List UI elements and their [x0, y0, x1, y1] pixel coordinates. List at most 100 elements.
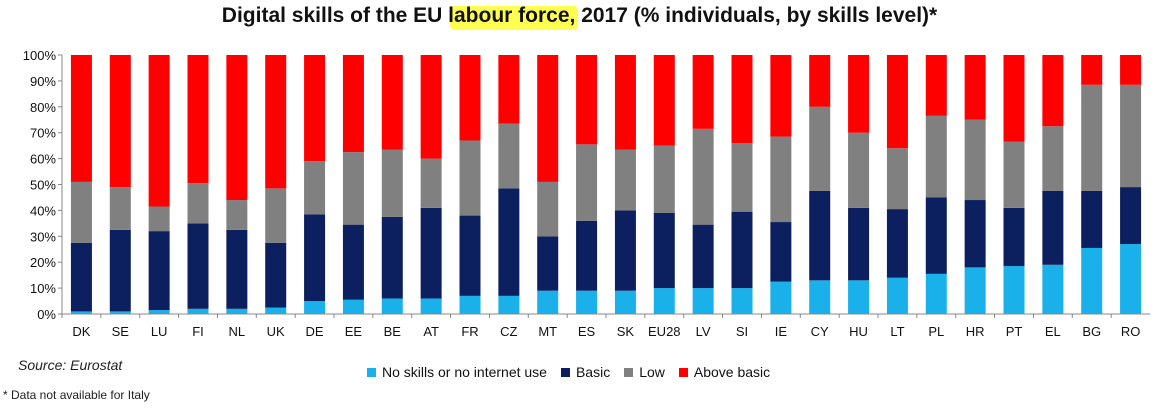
bar-segment-no-skills	[1120, 244, 1142, 314]
bar-segment-no-skills	[70, 311, 92, 314]
bar-segment-basic	[304, 214, 326, 302]
legend-label: Basic	[575, 364, 611, 380]
bar-segment-above-basic	[1042, 55, 1064, 127]
legend-swatch	[367, 367, 376, 377]
x-tick-label: SK	[617, 324, 635, 339]
bar-segment-low	[537, 181, 559, 237]
bar-segment-low	[498, 123, 520, 189]
bar-segment-low	[848, 132, 870, 208]
bar-segment-low	[576, 144, 598, 221]
bar-segment-above-basic	[964, 55, 986, 120]
bar-segment-above-basic	[731, 55, 753, 144]
bar-segment-basic	[809, 190, 831, 281]
bar-segment-no-skills	[848, 280, 870, 314]
bar-segment-above-basic	[420, 55, 442, 159]
bar-segment-basic	[498, 188, 520, 296]
y-tick-label: 100%	[23, 48, 57, 63]
bar-segment-above-basic	[886, 55, 908, 149]
y-tick-label: 90%	[30, 74, 56, 89]
bar-segment-low	[70, 181, 92, 243]
x-tick-label: BE	[384, 324, 402, 339]
y-tick-label: 70%	[30, 126, 56, 141]
bar-segment-no-skills	[420, 298, 442, 314]
bar-segment-no-skills	[265, 307, 287, 314]
x-tick-label: LT	[890, 324, 904, 339]
bar-segment-no-skills	[459, 295, 481, 314]
bar-segment-basic	[576, 220, 598, 291]
bar-segment-above-basic	[537, 55, 559, 182]
bar-segment-low	[420, 158, 442, 208]
bar-segment-low	[226, 200, 248, 230]
bar-segment-low	[809, 106, 831, 191]
bar-segment-above-basic	[614, 55, 636, 150]
bar-segment-low	[381, 149, 403, 217]
stacked-bar-chart: 0% 10% 20% 30% 40% 50% 60% 70% 80% 90% 100% DK SE LU F…	[23, 48, 1150, 339]
bar-segment-basic	[148, 231, 170, 311]
x-tick-label: MT	[538, 324, 557, 339]
y-tick-label: 60%	[30, 152, 56, 167]
bar-segment-above-basic	[498, 55, 520, 124]
bar-segment-no-skills	[692, 288, 714, 314]
bar-segment-no-skills	[731, 288, 753, 314]
bar-segment-above-basic	[148, 55, 170, 207]
bar-segment-no-skills	[925, 273, 947, 314]
bar-segment-above-basic	[381, 55, 403, 150]
bar-segment-basic	[731, 211, 753, 289]
legend-item-no-skills: No skills or no internet use	[367, 364, 547, 380]
y-tick-label: 50%	[30, 178, 56, 193]
bar-segment-above-basic	[1003, 55, 1025, 142]
bar-segment-no-skills	[576, 290, 598, 314]
x-tick-label: HU	[849, 324, 868, 339]
legend-label: Above basic	[693, 364, 771, 380]
x-tick-label: PT	[1006, 324, 1023, 339]
bar-segment-no-skills	[964, 267, 986, 314]
bar-segment-no-skills	[498, 295, 520, 314]
bar-segment-basic	[537, 236, 559, 291]
bar-segment-above-basic	[265, 55, 287, 189]
x-tick-label: LU	[151, 324, 168, 339]
bar-segment-above-basic	[1120, 55, 1142, 85]
bar-segment-basic	[187, 223, 209, 309]
bar-segment-no-skills	[342, 299, 364, 314]
bar-segment-above-basic	[459, 55, 481, 141]
bar-segment-above-basic	[848, 55, 870, 133]
bar-segment-no-skills	[187, 308, 209, 314]
x-tick-label: LV	[696, 324, 711, 339]
bar-segment-low	[886, 148, 908, 210]
bar-segment-basic	[614, 210, 636, 291]
bar-segment-low	[148, 206, 170, 232]
y-tick-label: 10%	[30, 281, 56, 296]
x-tick-label: BG	[1082, 324, 1101, 339]
bar-segment-basic	[265, 242, 287, 308]
bar-segment-above-basic	[576, 55, 598, 145]
bar-segment-basic	[770, 222, 792, 282]
y-tick-label: 20%	[30, 255, 56, 270]
bar-segment-basic	[420, 207, 442, 299]
bar-segment-low	[1003, 141, 1025, 208]
legend-label: No skills or no internet use	[382, 364, 547, 380]
bar-segment-no-skills	[1042, 264, 1064, 314]
bar-segment-low	[770, 136, 792, 223]
x-tick-label: ES	[578, 324, 596, 339]
bar-segment-no-skills	[770, 281, 792, 314]
bar-segment-above-basic	[304, 55, 326, 162]
bar-segment-no-skills	[809, 280, 831, 314]
bar-segment-no-skills	[109, 311, 131, 314]
bar-segment-no-skills	[304, 301, 326, 314]
bar-segment-low	[459, 140, 481, 216]
bar-segment-low	[653, 145, 675, 213]
x-tick-label: NL	[229, 324, 246, 339]
legend-swatch	[624, 367, 634, 377]
source-note: Source: Eurostat	[18, 357, 123, 373]
legend-label: Low	[639, 364, 665, 380]
bar-segment-above-basic	[226, 55, 248, 201]
bar-segment-above-basic	[809, 55, 831, 107]
bar-segment-basic	[70, 242, 92, 312]
x-tick-label: IE	[775, 324, 788, 339]
x-tick-label: PL	[928, 324, 944, 339]
x-tick-label: RO	[1121, 324, 1141, 339]
bar-segment-above-basic	[342, 55, 364, 153]
x-tick-label: DK	[72, 324, 90, 339]
bar-segment-basic	[459, 215, 481, 296]
x-tick-label: EL	[1045, 324, 1061, 339]
